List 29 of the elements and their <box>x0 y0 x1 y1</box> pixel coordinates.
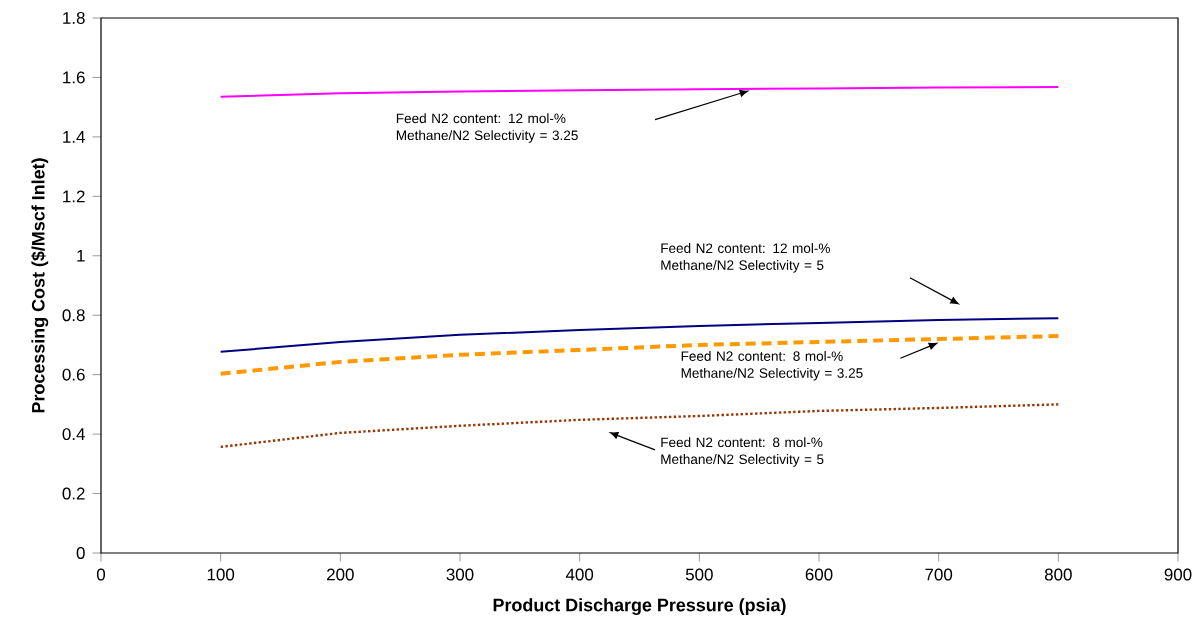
annotation: Feed N2 content: 8 mol-% Methane/N2 Selectivity = 5 <box>661 437 824 467</box>
y-tick-label: 0 <box>76 547 85 559</box>
line-series <box>219 317 1060 353</box>
x-axis-title: Product Discharge Pressure (psia) <box>493 598 786 616</box>
x-tick-label: 500 <box>685 568 713 581</box>
x-tick-label: 100 <box>207 568 235 581</box>
x-tick-label: 700 <box>925 568 953 581</box>
y-axis-title: Processing Cost ($/Mscf Inlet) <box>31 158 49 413</box>
y-tick-label: 1.6 <box>63 71 85 84</box>
x-tick-label: 900 <box>1164 568 1192 581</box>
annotation: Feed N2 content: 12 mol-% Methane/N2 Selectivity = 3.25 <box>396 113 578 143</box>
x-tick-label: 800 <box>1044 568 1072 581</box>
y-tick-label: 0.8 <box>62 309 85 322</box>
x-tick-label: 600 <box>805 568 833 581</box>
y-tick-label: 0.6 <box>62 368 85 381</box>
y-tick-label: 1.4 <box>63 131 85 143</box>
y-tick-label: 1.2 <box>63 190 85 203</box>
line-series <box>219 403 1060 449</box>
x-tick-label: 0 <box>96 568 106 581</box>
y-tick-label: 0.2 <box>62 487 85 500</box>
y-tick-label: 0.4 <box>62 428 85 441</box>
line-series <box>219 85 1060 98</box>
annotation: Feed N2 content: 8 mol-% Methane/N2 Selectivity = 3.25 <box>681 350 863 381</box>
x-tick-label: 400 <box>565 568 594 581</box>
x-tick-label: 200 <box>327 568 354 581</box>
x-tick-label: 300 <box>446 568 474 581</box>
annotation: Feed N2 content: 12 mol-% Methane/N2 Selectivity = 5 <box>661 243 830 273</box>
y-tick-label: 1 <box>77 249 85 262</box>
y-tick-label: 1.8 <box>63 12 85 24</box>
